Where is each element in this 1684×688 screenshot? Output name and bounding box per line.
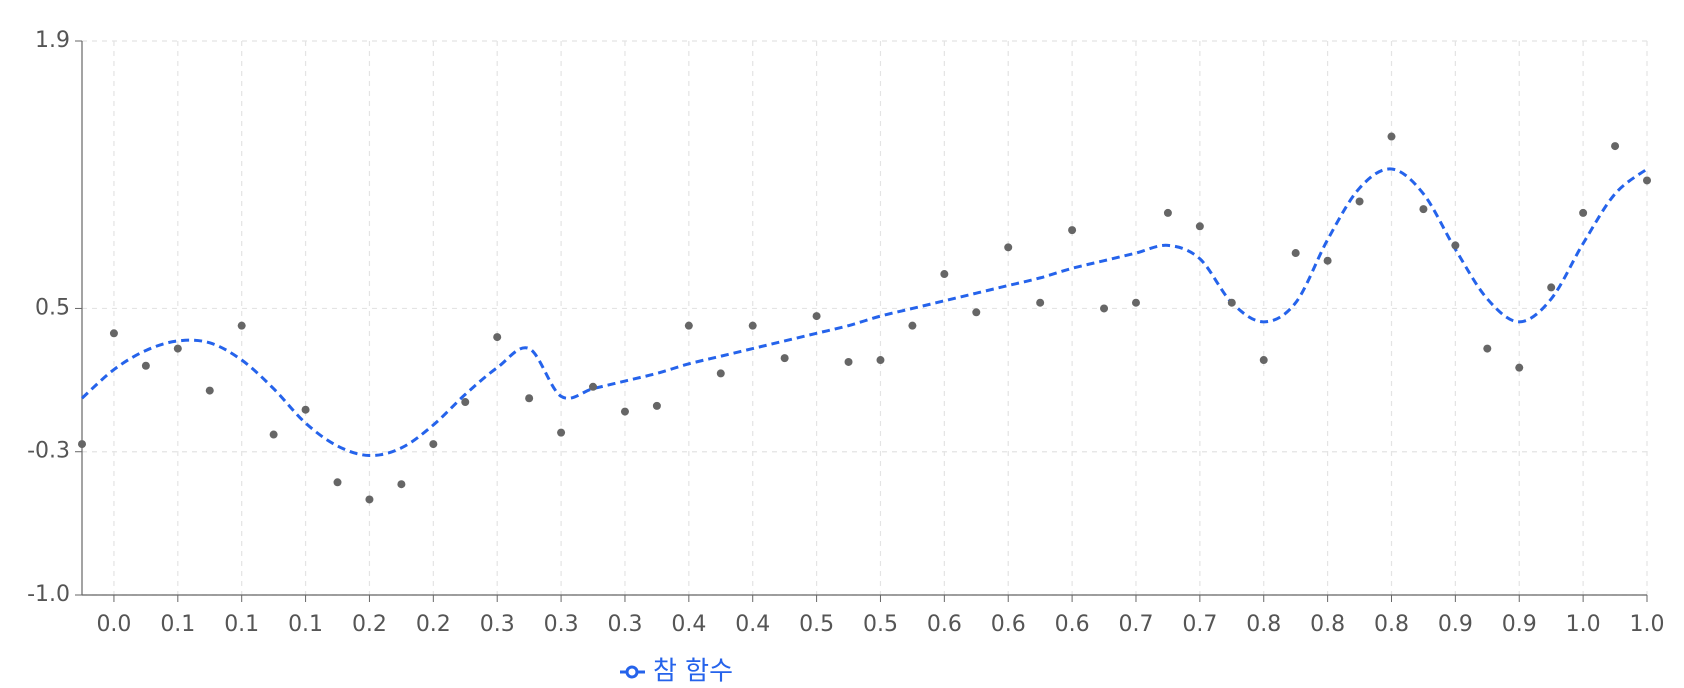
- x-tick-label: 0.4: [671, 612, 706, 637]
- sample-point: [1036, 298, 1045, 307]
- sample-point: [1100, 304, 1109, 313]
- x-tick-label: 0.0: [96, 612, 131, 637]
- x-tick-label: 0.7: [1118, 612, 1153, 637]
- sample-point: [972, 308, 981, 317]
- x-tick-label: 0.1: [288, 612, 323, 637]
- y-tick-label: 1.9: [35, 28, 70, 53]
- sample-point: [205, 386, 214, 395]
- sample-point: [1323, 256, 1332, 265]
- sample-point: [652, 401, 661, 410]
- sample-point: [1387, 132, 1396, 141]
- sample-point: [269, 430, 278, 439]
- sample-point: [1291, 249, 1300, 258]
- x-tick-label: 0.5: [863, 612, 898, 637]
- sample-point: [525, 394, 534, 403]
- x-tick-label: 0.9: [1502, 612, 1537, 637]
- sample-point: [876, 356, 885, 365]
- sample-point: [237, 321, 246, 330]
- y-tick-label: -0.3: [27, 439, 70, 464]
- x-tick-label: 0.9: [1438, 612, 1473, 637]
- sample-point: [557, 428, 566, 437]
- x-tick-label: 0.4: [735, 612, 770, 637]
- sample-point: [1547, 283, 1556, 292]
- sample-point: [684, 321, 693, 330]
- sample-point: [1355, 197, 1364, 206]
- sample-point: [333, 478, 342, 487]
- sample-point: [1611, 142, 1620, 151]
- true-function-line: [80, 167, 1648, 458]
- sample-point: [1483, 344, 1492, 353]
- x-tick-label: 1.0: [1630, 612, 1665, 637]
- sample-point: [1163, 208, 1172, 217]
- sample-point: [1643, 176, 1651, 185]
- x-tick-label: 0.8: [1374, 612, 1409, 637]
- x-tick-label: 0.8: [1310, 612, 1345, 637]
- x-tick-label: 0.2: [416, 612, 451, 637]
- y-tick-label: 0.5: [35, 295, 70, 320]
- sample-point: [141, 361, 150, 370]
- sample-point: [1068, 226, 1077, 235]
- sample-point: [589, 382, 598, 391]
- sample-point: [1419, 205, 1428, 214]
- sample-point: [812, 312, 821, 321]
- sample-point: [1227, 298, 1236, 307]
- sample-point: [1195, 222, 1204, 231]
- sample-point: [397, 480, 406, 489]
- x-tick-label: 0.3: [544, 612, 579, 637]
- sample-point: [301, 405, 310, 414]
- y-tick-label: -1.0: [27, 582, 70, 607]
- sample-point: [1451, 241, 1460, 250]
- sample-point: [493, 333, 502, 342]
- x-tick-label: 0.3: [480, 612, 515, 637]
- legend-icon: [625, 665, 639, 679]
- sample-point: [1004, 243, 1013, 252]
- sample-point: [908, 321, 917, 330]
- sample-point: [365, 495, 374, 504]
- x-tick-label: 0.2: [352, 612, 387, 637]
- x-tick-label: 0.1: [224, 612, 259, 637]
- sample-point: [1131, 298, 1140, 307]
- x-tick-label: 0.8: [1246, 612, 1281, 637]
- sample-point: [461, 398, 470, 407]
- sample-point: [940, 270, 949, 279]
- sample-point: [748, 321, 757, 330]
- sample-point: [109, 329, 118, 338]
- sample-point: [844, 357, 853, 366]
- legend-label: 참 함수: [653, 657, 733, 687]
- x-tick-label: 0.6: [991, 612, 1026, 637]
- sample-point: [173, 344, 182, 353]
- x-tick-label: 0.6: [927, 612, 962, 637]
- x-tick-label: 0.1: [160, 612, 195, 637]
- x-tick-label: 0.3: [607, 612, 642, 637]
- x-tick-label: 0.7: [1182, 612, 1217, 637]
- x-tick-label: 1.0: [1566, 612, 1601, 637]
- x-tick-label: 0.6: [1055, 612, 1090, 637]
- sample-point: [429, 440, 438, 449]
- sample-point: [716, 369, 725, 378]
- sample-point: [78, 440, 86, 449]
- sample-point: [780, 354, 789, 363]
- sample-point: [620, 407, 629, 416]
- sample-point: [1515, 363, 1524, 372]
- sample-point: [1579, 208, 1588, 217]
- x-tick-label: 0.5: [799, 612, 834, 637]
- sample-point: [1259, 356, 1268, 365]
